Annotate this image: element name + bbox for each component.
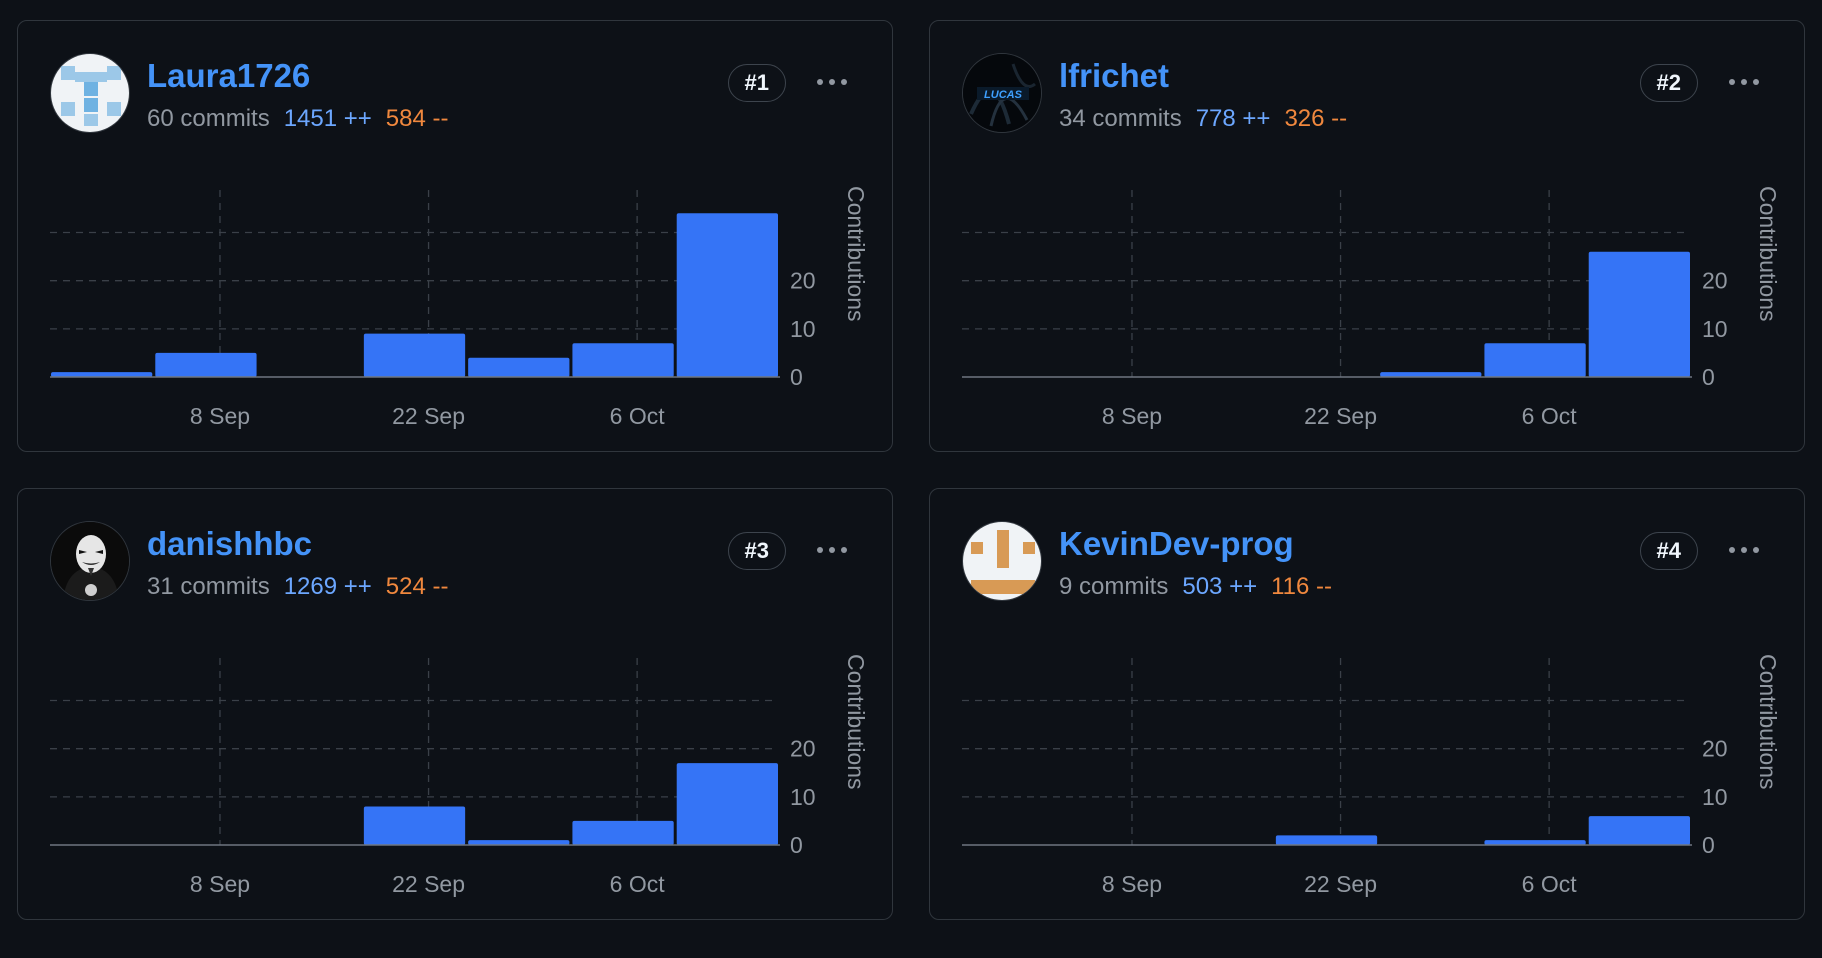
chart-bar (468, 357, 570, 377)
y-axis-label: Contributions (1755, 654, 1781, 790)
commit-count: 31 commits (147, 573, 270, 600)
y-axis-label: Contributions (1755, 186, 1781, 322)
x-tick-label: 6 Oct (1522, 871, 1578, 897)
chart-bar (363, 806, 466, 845)
username-link[interactable]: danishhbc (147, 525, 313, 562)
additions-count: 778 ++ (1195, 105, 1271, 132)
y-tick-label: 20 (1702, 268, 1728, 294)
chart-bar (676, 213, 778, 377)
y-tick-label: 20 (1702, 736, 1728, 762)
y-tick-label: 0 (790, 832, 803, 858)
chart-bar (572, 820, 674, 845)
svg-text:LUCAS: LUCAS (984, 89, 1023, 101)
contribution-stats: 9 commits 503 ++ 116 -- (1059, 573, 1346, 601)
x-tick-label: 6 Oct (610, 403, 666, 429)
y-tick-label: 10 (790, 316, 816, 342)
additions-count: 503 ++ (1182, 573, 1258, 600)
chart-bar (572, 343, 674, 377)
contribution-stats: 31 commits 1269 ++ 524 -- (147, 573, 463, 601)
chart-bar (1380, 372, 1482, 377)
contributor-card: Laura1726 60 commits 1451 ++ 584 -- #1 8 S… (17, 20, 893, 452)
avatar[interactable] (962, 521, 1042, 601)
contributor-card: danishhbc 31 commits 1269 ++ 524 -- #3 8 S… (17, 488, 893, 920)
y-tick-label: 20 (790, 736, 816, 762)
x-tick-label: 22 Sep (392, 403, 465, 429)
y-tick-label: 10 (790, 784, 816, 810)
username-link[interactable]: lfrichet (1059, 57, 1170, 94)
more-options-icon[interactable] (814, 535, 850, 565)
avatar[interactable] (50, 521, 130, 601)
y-tick-label: 20 (790, 268, 816, 294)
additions-count: 1451 ++ (283, 105, 372, 132)
contributions-chart: 8 Sep 22 Sep 6 Oct 0 10 20 Contributions (962, 186, 1781, 429)
avatar[interactable] (50, 53, 130, 133)
chart-bar (468, 840, 570, 845)
x-tick-label: 22 Sep (392, 871, 465, 897)
more-options-icon[interactable] (1726, 67, 1762, 97)
x-tick-label: 22 Sep (1304, 871, 1377, 897)
rank-badge: #3 (727, 532, 786, 570)
x-tick-label: 8 Sep (190, 403, 250, 429)
deletions-count: 524 -- (385, 573, 449, 600)
avatar[interactable]: LUCAS (962, 53, 1042, 133)
more-options-icon[interactable] (814, 67, 850, 97)
commit-count: 34 commits (1059, 105, 1182, 132)
y-tick-label: 0 (790, 364, 803, 390)
contribution-stats: 60 commits 1451 ++ 584 -- (147, 105, 463, 133)
x-tick-label: 6 Oct (610, 871, 666, 897)
deletions-count: 584 -- (385, 105, 449, 132)
y-axis-label: Contributions (843, 186, 869, 322)
contributions-chart: 8 Sep 22 Sep 6 Oct 0 10 20 Contributions (50, 654, 869, 897)
chart-bar (1484, 840, 1586, 845)
username-link[interactable]: KevinDev-prog (1059, 525, 1294, 562)
y-tick-label: 0 (1702, 832, 1715, 858)
chart-bar (1275, 835, 1378, 845)
y-tick-label: 10 (1702, 784, 1728, 810)
x-tick-label: 8 Sep (190, 871, 250, 897)
deletions-count: 116 -- (1271, 573, 1333, 600)
chart-bar (155, 352, 257, 377)
deletions-count: 326 -- (1284, 105, 1348, 132)
contributions-chart: 8 Sep 22 Sep 6 Oct 0 10 20 Contributions (50, 186, 869, 429)
y-axis-label: Contributions (843, 654, 869, 790)
y-tick-label: 10 (1702, 316, 1728, 342)
rank-badge: #4 (1639, 532, 1698, 570)
commit-count: 9 commits (1059, 573, 1169, 600)
username-link[interactable]: Laura1726 (147, 57, 311, 94)
chart-bar (1588, 816, 1690, 845)
y-tick-label: 0 (1702, 364, 1715, 390)
contributor-card: KevinDev-prog 9 commits 503 ++ 116 -- #4 8… (929, 488, 1805, 920)
chart-bar (676, 763, 778, 845)
chart-bar (363, 333, 466, 377)
x-tick-label: 6 Oct (1522, 403, 1578, 429)
commit-count: 60 commits (147, 105, 270, 132)
x-tick-label: 22 Sep (1304, 403, 1377, 429)
chart-bar (1588, 251, 1690, 377)
contributor-card: LUCAS lfrichet 34 commits 778 ++ 326 -- #2… (929, 20, 1805, 452)
contributions-chart: 8 Sep 22 Sep 6 Oct 0 10 20 Contributions (962, 654, 1781, 897)
more-options-icon[interactable] (1726, 535, 1762, 565)
x-tick-label: 8 Sep (1102, 871, 1162, 897)
additions-count: 1269 ++ (283, 573, 372, 600)
x-tick-label: 8 Sep (1102, 403, 1162, 429)
chart-bar (51, 372, 153, 377)
rank-badge: #2 (1639, 64, 1698, 102)
contribution-stats: 34 commits 778 ++ 326 -- (1059, 105, 1361, 133)
chart-bar (1484, 343, 1586, 377)
rank-badge: #1 (727, 64, 786, 102)
